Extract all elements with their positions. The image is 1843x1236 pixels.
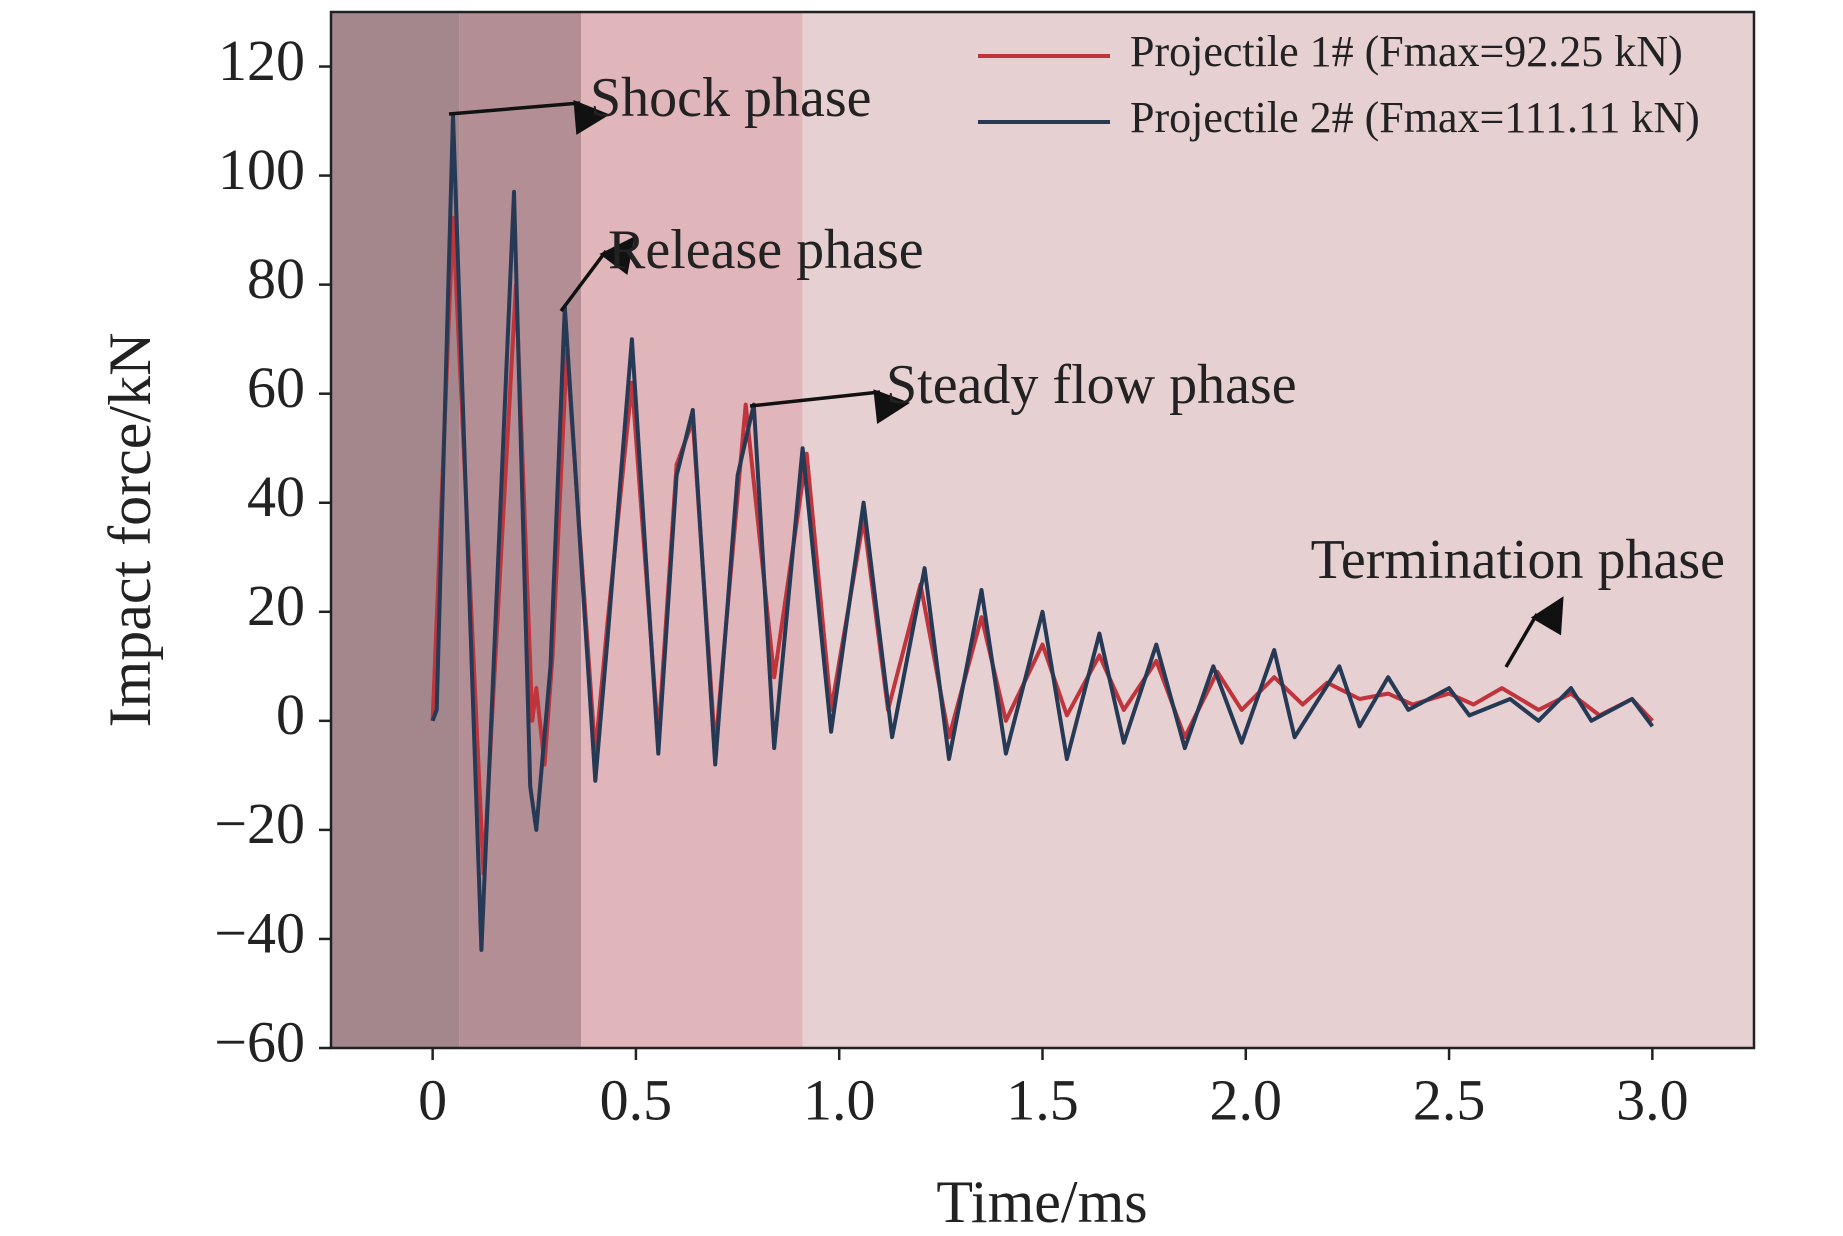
annotation-arrow bbox=[1504, 596, 1564, 668]
x-tick-label: 1.0 bbox=[803, 1067, 876, 1132]
phase-region bbox=[331, 12, 460, 1048]
annotation-arrow bbox=[749, 389, 911, 424]
x-tick-label: 0.5 bbox=[600, 1067, 673, 1132]
x-tick-label: 0 bbox=[418, 1067, 447, 1132]
y-tick-label: 80 bbox=[247, 246, 305, 311]
y-tick-label: 120 bbox=[218, 28, 305, 93]
phase-region bbox=[459, 12, 582, 1048]
x-tick-label: 2.5 bbox=[1413, 1067, 1486, 1132]
annotation-arrow bbox=[448, 100, 610, 135]
y-tick-label: 60 bbox=[247, 355, 305, 420]
phase-region bbox=[802, 12, 1754, 1048]
legend-label: Projectile 2# (Fmax=111.11 kN) bbox=[1130, 93, 1700, 142]
foreground: 0 0.5 1.0 1.5 2.0 2.5 3.0 −60 −40 −20 0 20 40 60 80 100… bbox=[214, 10, 1756, 1132]
x-axis-title: Time/ms bbox=[936, 1169, 1147, 1235]
annotation: Shock phase bbox=[590, 67, 872, 129]
x-tick-label: 1.5 bbox=[1006, 1067, 1079, 1132]
y-tick-label: −40 bbox=[214, 900, 305, 965]
phase-region bbox=[581, 12, 803, 1048]
y-tick-label: −60 bbox=[214, 1009, 305, 1074]
y-tick-label: −20 bbox=[214, 791, 305, 856]
x-tick-label: 2.0 bbox=[1210, 1067, 1283, 1132]
y-tick-label: 100 bbox=[218, 137, 305, 202]
y-tick-label: 20 bbox=[247, 573, 305, 638]
annotation: Steady flow phase bbox=[886, 354, 1297, 416]
x-tick-label: 3.0 bbox=[1616, 1067, 1689, 1132]
y-tick-label: 0 bbox=[276, 682, 305, 747]
y-tick-label: 40 bbox=[247, 464, 305, 529]
shaded-regions bbox=[331, 12, 1754, 1048]
annotation: Release phase bbox=[608, 219, 924, 281]
y-axis-title: Impact force/kN bbox=[97, 333, 163, 728]
legend-label: Projectile 1# (Fmax=92.25 kN) bbox=[1130, 27, 1683, 76]
annotation: Termination phase bbox=[1311, 529, 1725, 591]
annotation-arrow bbox=[559, 236, 635, 313]
